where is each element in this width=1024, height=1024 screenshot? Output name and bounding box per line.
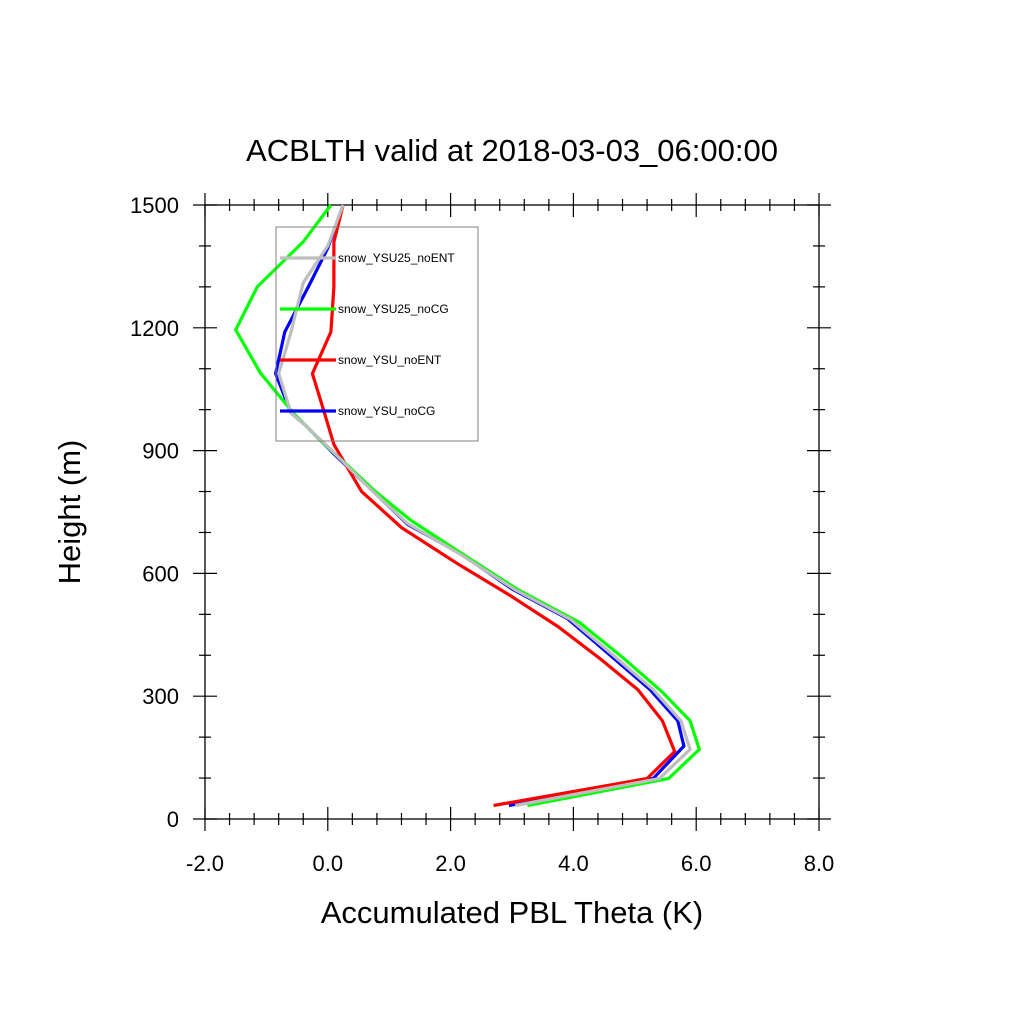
x-tick-label: -2.0 (186, 851, 224, 876)
y-tick-label: 300 (142, 684, 179, 709)
series-line-snow-ysu-noent (310, 204, 677, 808)
x-tick-label: 8.0 (804, 851, 835, 876)
y-tick-label: 0 (167, 807, 179, 832)
x-axis-label: Accumulated PBL Theta (K) (321, 895, 704, 930)
series-line-snow-ysu25-noent (277, 204, 692, 808)
legend-label-snow-ysu-noent: snow_YSU_noENT (338, 353, 442, 367)
legend-label-snow-ysu-nocg: snow_YSU_noCG (338, 404, 435, 418)
legend: snow_YSU25_noENT snow_YSU25_noCG snow_YSU_… (275, 226, 479, 442)
x-tick-label: 2.0 (435, 851, 466, 876)
plot-frame (204, 204, 820, 820)
axis-tick-labels: -2.0 0.0 2.0 4.0 6.0 8.0 0 300 600 900 1200 1500 (130, 193, 834, 876)
x-tick-label: 0.0 (313, 851, 344, 876)
series-line-snow-ysu25-nocg (233, 204, 702, 808)
series-layer (233, 204, 702, 808)
legend-label-snow-ysu25-nocg: snow_YSU25_noCG (338, 302, 449, 316)
y-tick-label: 1200 (130, 316, 179, 341)
y-axis-label: Height (m) (52, 440, 87, 585)
axis-ticks (193, 193, 831, 831)
x-tick-label: 4.0 (558, 851, 589, 876)
y-tick-label: 600 (142, 561, 179, 586)
legend-items: snow_YSU25_noENT snow_YSU25_noCG snow_YSU_… (280, 251, 455, 418)
y-tick-label: 900 (142, 439, 179, 464)
chart-title: ACBLTH valid at 2018-03-03_06:00:00 (246, 133, 778, 168)
y-tick-label: 1500 (130, 193, 179, 218)
x-tick-label: 6.0 (681, 851, 712, 876)
legend-label-snow-ysu25-noent: snow_YSU25_noENT (338, 251, 455, 265)
legend-box (275, 226, 479, 442)
